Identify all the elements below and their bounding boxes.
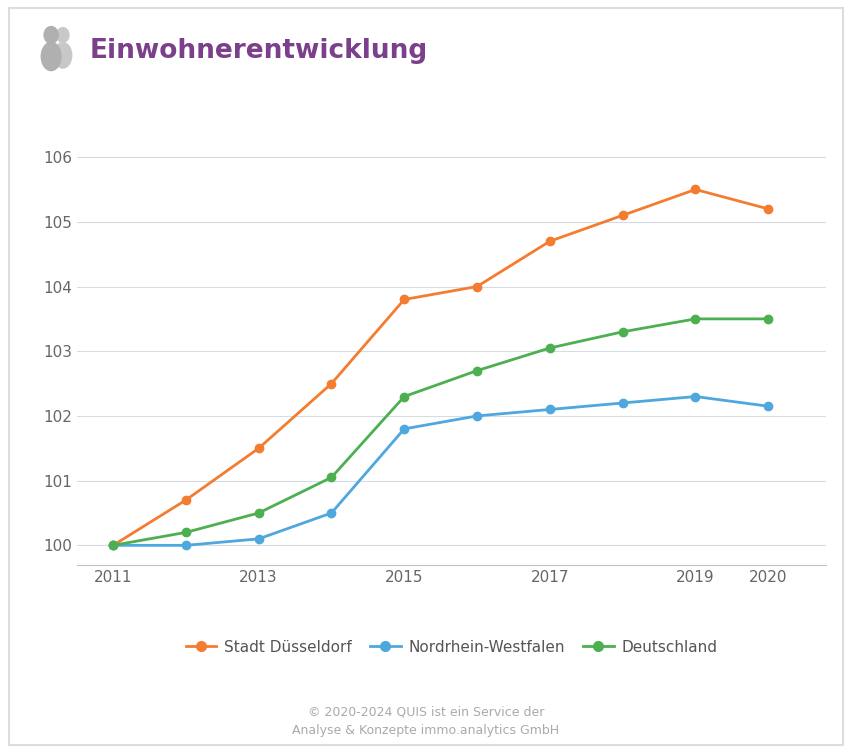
Legend: Stadt Düsseldorf, Nordrhein-Westfalen, Deutschland: Stadt Düsseldorf, Nordrhein-Westfalen, D… — [180, 633, 723, 660]
Text: Einwohnerentwicklung: Einwohnerentwicklung — [89, 38, 428, 64]
Ellipse shape — [54, 43, 72, 68]
Ellipse shape — [41, 42, 61, 71]
Circle shape — [44, 26, 58, 44]
Text: Analyse & Konzepte immo.analytics GmbH: Analyse & Konzepte immo.analytics GmbH — [292, 724, 560, 737]
Circle shape — [57, 28, 69, 42]
Text: © 2020-2024 QUIS ist ein Service der: © 2020-2024 QUIS ist ein Service der — [308, 705, 544, 718]
